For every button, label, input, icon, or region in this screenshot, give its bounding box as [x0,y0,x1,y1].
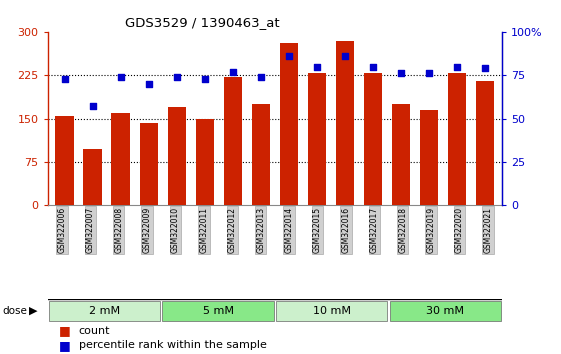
Bar [420,110,438,205]
Text: 2 mM: 2 mM [89,306,120,316]
Text: 5 mM: 5 mM [203,306,233,316]
Point [228,69,237,75]
Text: GSM322009: GSM322009 [142,207,151,253]
Text: GSM322007: GSM322007 [86,207,95,253]
Text: count: count [79,326,110,336]
Point [341,53,350,59]
FancyBboxPatch shape [276,301,387,321]
Text: 30 mM: 30 mM [426,306,465,316]
Text: GSM322011: GSM322011 [199,207,208,253]
Text: GSM322014: GSM322014 [284,207,293,253]
Bar [140,123,158,205]
Point [312,64,321,69]
Point [200,76,209,81]
Bar [392,104,410,205]
Bar [168,107,186,205]
Bar [476,81,494,205]
Bar [196,119,214,205]
Bar [84,149,102,205]
Point [116,74,125,80]
Point [397,71,406,76]
Text: 10 mM: 10 mM [312,306,351,316]
Bar [280,44,298,205]
Text: GSM322010: GSM322010 [171,207,180,253]
Bar [448,74,466,205]
Point [88,104,97,109]
Point [172,74,181,80]
Text: GDS3529 / 1390463_at: GDS3529 / 1390463_at [125,16,279,29]
Bar [252,104,270,205]
Point [453,64,462,69]
Text: GSM322013: GSM322013 [256,207,265,253]
Text: GSM322019: GSM322019 [426,207,435,253]
Point [481,65,490,71]
Text: GSM322017: GSM322017 [370,207,379,253]
Bar [224,77,242,205]
Text: GSM322015: GSM322015 [313,207,322,253]
Bar [364,74,382,205]
Text: GSM322018: GSM322018 [398,207,407,253]
Text: percentile rank within the sample: percentile rank within the sample [79,340,266,350]
Text: ■: ■ [59,325,71,337]
FancyBboxPatch shape [390,301,501,321]
Text: ■: ■ [59,339,71,352]
Point [284,53,293,59]
FancyBboxPatch shape [49,301,160,321]
Text: ▶: ▶ [29,306,38,316]
Text: GSM322016: GSM322016 [342,207,351,253]
Text: GSM322006: GSM322006 [57,207,66,253]
Text: GSM322021: GSM322021 [484,207,493,253]
Point [256,74,265,80]
Bar [308,74,326,205]
Text: GSM322020: GSM322020 [455,207,464,253]
Text: GSM322008: GSM322008 [114,207,123,253]
Text: dose: dose [3,306,27,316]
Point [369,64,378,69]
Text: GSM322012: GSM322012 [228,207,237,253]
Point [60,76,69,81]
Point [144,81,153,87]
Bar [112,113,130,205]
Bar [56,116,73,205]
Point [425,71,434,76]
Bar [336,41,354,205]
FancyBboxPatch shape [163,301,274,321]
